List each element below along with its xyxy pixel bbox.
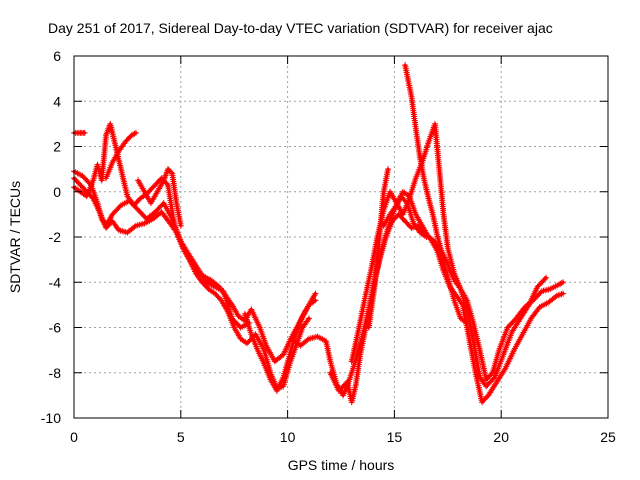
series-markers [103, 129, 139, 182]
y-tick-label: -8 [49, 365, 62, 381]
chart-title: Day 251 of 2017, Sidereal Day-to-day VTE… [48, 20, 553, 36]
y-tick-label: -10 [41, 410, 61, 426]
x-tick-label: 20 [493, 429, 509, 445]
data-layer [71, 62, 567, 406]
series-track-13 [365, 166, 391, 331]
y-tick-label: 2 [53, 139, 61, 155]
series-markers [241, 297, 319, 394]
y-tick-label: -6 [49, 320, 62, 336]
y-tick-label: 0 [53, 184, 61, 200]
x-tick-label: 25 [600, 429, 616, 445]
y-tick-label: 6 [53, 48, 61, 64]
x-tick-label: 5 [177, 429, 185, 445]
axis-ticks: 0 5 10 15 20 25 -10 -8 -6 -4 -2 0 2 4 6 [41, 48, 616, 445]
series-track-9 [327, 211, 567, 406]
y-tick-label: 4 [53, 93, 61, 109]
series-markers [380, 188, 470, 326]
x-tick-label: 15 [387, 429, 403, 445]
x-tick-label: 0 [70, 429, 78, 445]
series-track-3 [71, 120, 253, 331]
y-tick-label: -2 [49, 229, 62, 245]
series-line [403, 63, 565, 381]
series-markers [402, 62, 567, 383]
grid [74, 56, 608, 418]
series-markers [365, 166, 391, 331]
series-track-6 [135, 166, 184, 229]
series-markers [135, 166, 184, 229]
series-track-4 [103, 129, 139, 182]
series-track-7 [241, 297, 319, 394]
y-axis-label: SDTVAR / TECUs [7, 181, 23, 293]
series-track-11 [402, 62, 567, 383]
x-axis-label: GPS time / hours [288, 457, 395, 473]
series-markers [71, 120, 253, 331]
x-tick-label: 10 [280, 429, 296, 445]
series-track-12 [380, 188, 470, 326]
y-tick-label: -4 [49, 274, 62, 290]
